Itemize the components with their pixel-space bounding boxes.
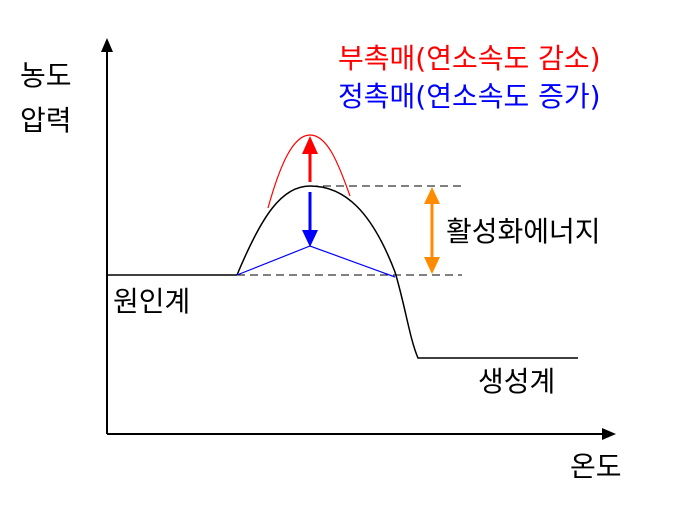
positive-catalyst-curve [236,245,396,278]
legend-positive-catalyst: 정촉매(연소속도 증가) [338,80,601,113]
orange-arrow-up-icon [424,187,440,204]
y-axis-arrow-icon [101,38,113,52]
blue-arrow-down-icon [302,230,318,247]
reaction-curve [236,185,578,359]
reactants-label: 원인계 [113,285,190,318]
y-axis-label-line2: 압력 [20,104,72,137]
negative-catalyst-curve [267,134,351,209]
red-arrow-up-icon [302,136,318,154]
products-label: 생성계 [478,365,555,398]
legend-negative-catalyst: 부촉매(연소속도 감소) [338,42,601,75]
activation-energy-label: 활성화에너지 [446,215,601,248]
x-axis-label: 온도 [570,450,622,483]
x-axis-arrow-icon [602,428,616,440]
y-axis-label-line1: 농도 [20,59,72,92]
orange-arrow-down-icon [424,257,440,274]
